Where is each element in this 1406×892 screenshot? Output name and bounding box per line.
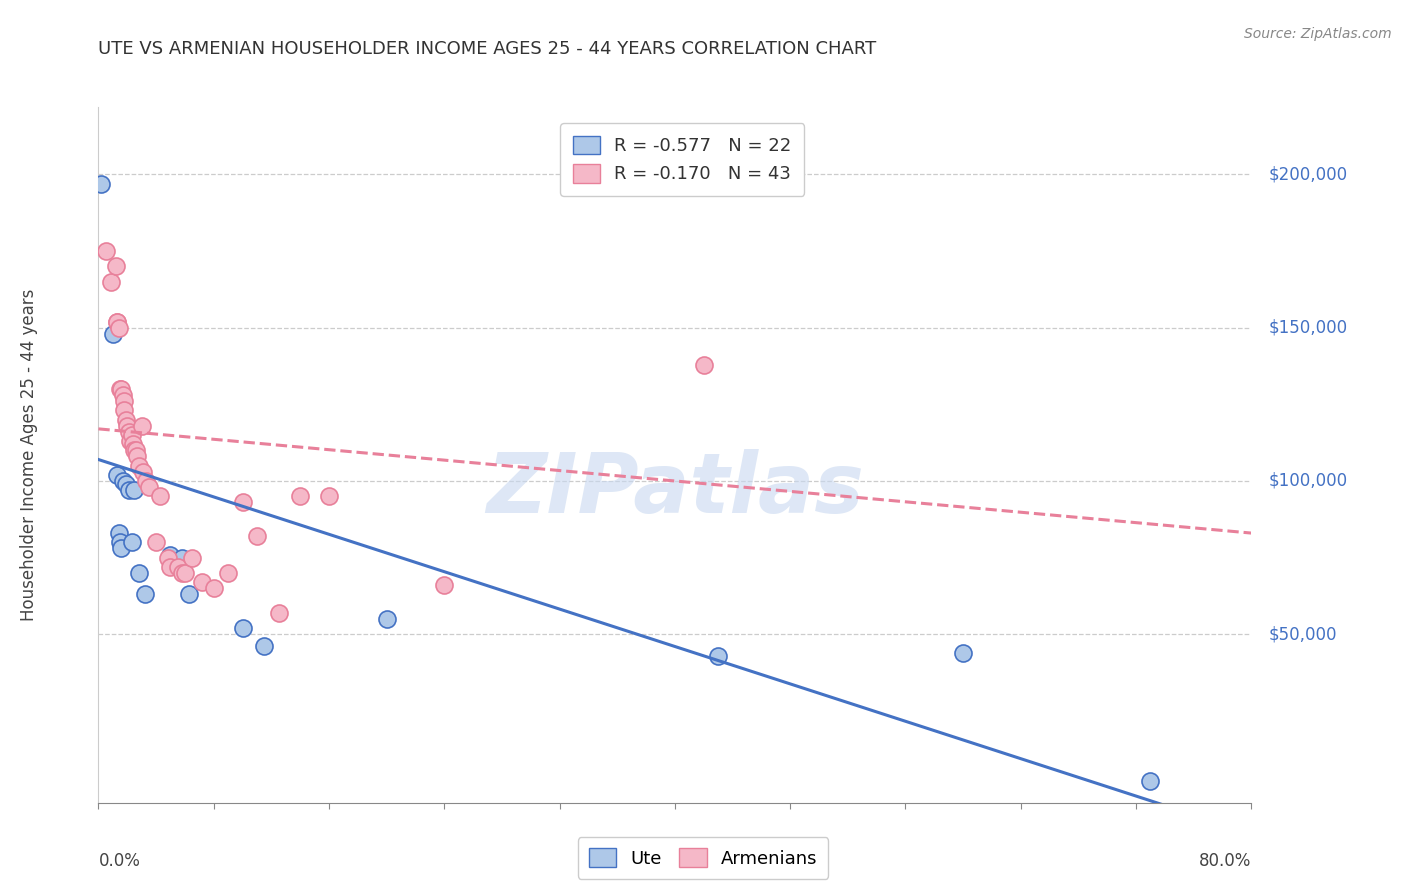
- Point: [290, 489, 312, 503]
- Point: [253, 640, 276, 654]
- Legend: R = -0.577   N = 22, R = -0.170   N = 43: R = -0.577 N = 22, R = -0.170 N = 43: [560, 123, 804, 196]
- Point: [179, 587, 201, 601]
- Point: [94, 244, 117, 258]
- Point: [111, 474, 134, 488]
- Legend: Ute, Armenians: Ute, Armenians: [578, 838, 828, 879]
- Point: [105, 467, 128, 482]
- Text: $200,000: $200,000: [1268, 166, 1348, 184]
- Point: [231, 495, 254, 509]
- Point: [132, 465, 155, 479]
- Point: [952, 646, 974, 660]
- Point: [125, 443, 148, 458]
- Point: [202, 581, 225, 595]
- Point: [117, 418, 138, 433]
- Text: 80.0%: 80.0%: [1199, 852, 1251, 870]
- Point: [110, 541, 132, 556]
- Point: [122, 437, 145, 451]
- Point: [111, 388, 134, 402]
- Point: [112, 403, 135, 417]
- Point: [159, 559, 181, 574]
- Point: [107, 320, 129, 334]
- Point: [128, 566, 150, 580]
- Text: 0.0%: 0.0%: [98, 852, 141, 870]
- Point: [127, 450, 149, 464]
- Text: $100,000: $100,000: [1268, 472, 1348, 490]
- Point: [131, 418, 153, 433]
- Point: [121, 535, 143, 549]
- Point: [217, 566, 239, 580]
- Point: [90, 177, 112, 191]
- Text: ZIPatlas: ZIPatlas: [486, 450, 863, 530]
- Text: Householder Income Ages 25 - 44 years: Householder Income Ages 25 - 44 years: [20, 289, 38, 621]
- Point: [231, 621, 254, 635]
- Point: [191, 575, 214, 590]
- Point: [100, 275, 122, 289]
- Point: [707, 648, 730, 663]
- Point: [156, 550, 179, 565]
- Point: [267, 606, 290, 620]
- Point: [107, 526, 129, 541]
- Point: [159, 548, 181, 562]
- Point: [104, 260, 127, 274]
- Point: [170, 550, 193, 565]
- Point: [112, 394, 135, 409]
- Point: [138, 480, 160, 494]
- Text: $50,000: $50,000: [1268, 625, 1337, 643]
- Point: [108, 535, 131, 549]
- Point: [174, 566, 197, 580]
- Point: [124, 483, 146, 498]
- Point: [101, 326, 124, 341]
- Point: [135, 474, 157, 488]
- Point: [105, 315, 128, 329]
- Point: [114, 412, 136, 426]
- Point: [246, 529, 269, 543]
- Point: [110, 382, 132, 396]
- Point: [114, 477, 136, 491]
- Point: [108, 382, 131, 396]
- Point: [134, 587, 156, 601]
- Point: [145, 535, 167, 549]
- Point: [124, 443, 146, 458]
- Text: UTE VS ARMENIAN HOUSEHOLDER INCOME AGES 25 - 44 YEARS CORRELATION CHART: UTE VS ARMENIAN HOUSEHOLDER INCOME AGES …: [98, 40, 877, 58]
- Point: [149, 489, 172, 503]
- Point: [128, 458, 150, 473]
- Point: [181, 550, 204, 565]
- Point: [1139, 774, 1161, 789]
- Text: $150,000: $150,000: [1268, 318, 1348, 336]
- Point: [318, 489, 340, 503]
- Point: [105, 315, 128, 329]
- Point: [118, 483, 141, 498]
- Point: [121, 428, 143, 442]
- Point: [166, 559, 188, 574]
- Point: [170, 566, 193, 580]
- Point: [433, 578, 456, 592]
- Point: [118, 425, 141, 439]
- Point: [375, 612, 398, 626]
- Point: [693, 358, 716, 372]
- Text: Source: ZipAtlas.com: Source: ZipAtlas.com: [1244, 27, 1392, 41]
- Point: [120, 434, 142, 449]
